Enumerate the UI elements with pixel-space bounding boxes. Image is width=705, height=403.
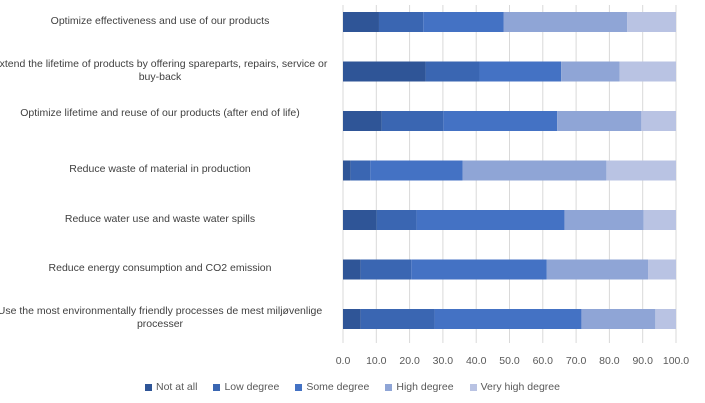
bar-segment: [434, 309, 582, 329]
bar-segment: [581, 309, 656, 329]
x-tick-label: 20.0: [399, 355, 420, 367]
category-label: Reduce water use and waste water spills: [64, 212, 256, 225]
legend-swatch: [145, 383, 152, 391]
bar-segment: [416, 210, 565, 230]
legend-label: Some degree: [306, 381, 370, 393]
x-tick-label: 50.0: [499, 355, 520, 367]
bar-segment: [606, 160, 676, 181]
x-tick-label: 80.0: [599, 355, 620, 367]
legend: Not at all Low degree Some degree High degr…: [0, 381, 705, 393]
legend-label: Very high degree: [480, 381, 560, 393]
x-tick-label: 90.0: [632, 355, 653, 367]
legend-swatch: [213, 383, 221, 391]
bar-segment: [557, 111, 642, 131]
bar-segment: [370, 160, 463, 181]
x-tick-label: 60.0: [533, 355, 554, 367]
bar-segment: [343, 61, 426, 82]
legend-swatch: [385, 383, 393, 391]
bar-segment: [376, 210, 417, 230]
x-tick-label: 30.0: [433, 355, 454, 367]
bar-segment: [641, 111, 676, 131]
bar-segment: [423, 12, 504, 32]
bar-segment: [360, 309, 435, 329]
category-label: Extend the lifetime of products by offer…: [0, 57, 328, 83]
bar-segment: [381, 111, 444, 131]
category-label: Use the most environmentally friendly pr…: [0, 305, 323, 330]
bar-segment: [343, 111, 382, 131]
bar-segment: [462, 160, 607, 181]
legend-label: Not at all: [156, 381, 198, 393]
bar-segment: [443, 111, 558, 131]
bar-segment: [648, 259, 676, 280]
bar-segment: [343, 160, 351, 181]
x-tick-label: 10.0: [366, 355, 387, 367]
legend-item: Low degree: [213, 381, 279, 393]
legend-label: High degree: [396, 381, 454, 393]
category-label: Reduce energy consumption and CO2 emissi…: [48, 262, 272, 274]
category-label: Optimize effectiveness and use of our pr…: [50, 14, 270, 27]
legend-item: High degree: [385, 381, 454, 393]
bar-segment: [655, 309, 676, 329]
bar-segment: [411, 259, 547, 280]
x-tick-label: 100.0: [663, 355, 689, 367]
legend-label: Low degree: [224, 381, 280, 393]
bar-segment: [619, 61, 676, 82]
category-label: Optimize lifetime and reuse of our produ…: [20, 107, 300, 119]
legend-item: Very high degree: [469, 381, 560, 393]
bar-segment: [343, 259, 361, 280]
bar-segment: [343, 12, 379, 32]
legend-item: Not at all: [145, 381, 197, 393]
bar-segment: [627, 12, 676, 32]
bar-segment: [503, 12, 628, 32]
bar-segment: [561, 61, 620, 82]
legend-swatch: [295, 383, 303, 391]
x-tick-label: 70.0: [566, 355, 587, 367]
bar-segment: [350, 160, 371, 181]
bar-segment: [360, 259, 412, 280]
bar-segment: [546, 259, 649, 280]
legend-item: Some degree: [295, 381, 369, 393]
bar-segment: [425, 61, 480, 82]
bar-segment: [343, 309, 361, 329]
bar-segment: [564, 210, 644, 230]
x-tick-label: 40.0: [466, 355, 487, 367]
bar-segment: [378, 12, 424, 32]
category-label: Reduce waste of material in production: [69, 163, 251, 175]
bar-segment: [643, 210, 676, 230]
legend-swatch: [469, 383, 477, 391]
bar-segment: [343, 210, 377, 230]
bar-segment: [479, 61, 562, 82]
x-tick-label: 0.0: [336, 355, 351, 367]
